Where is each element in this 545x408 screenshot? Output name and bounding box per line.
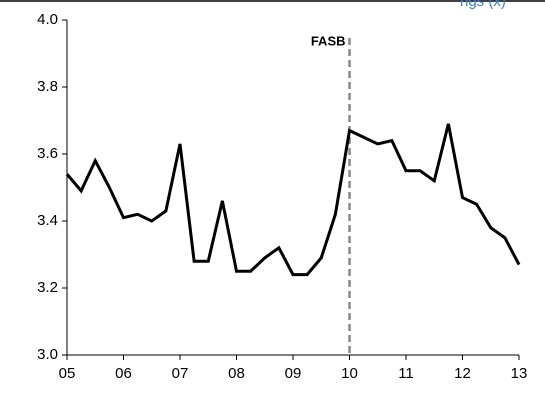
x-tick-label: 11	[398, 365, 414, 382]
chart-title: ngs (x)	[460, 0, 506, 10]
x-tick-label: 13	[511, 365, 528, 382]
x-tick-label: 08	[228, 365, 245, 382]
x-tick-label: 07	[172, 365, 189, 382]
y-tick-label: 3.2	[37, 279, 58, 296]
x-tick-label: 09	[285, 365, 302, 382]
y-tick-label: 4.0	[37, 11, 58, 28]
x-tick-label: 06	[115, 365, 132, 382]
annotation: FASB	[311, 33, 346, 48]
y-tick-label: 3.4	[37, 212, 58, 229]
y-tick-label: 3.6	[37, 145, 58, 162]
y-tick-label: 3.0	[37, 346, 58, 363]
x-tick-label: 05	[59, 365, 76, 382]
x-tick-label: 10	[341, 365, 358, 382]
x-tick-label: 12	[454, 365, 471, 382]
line-series	[65, 123, 521, 277]
y-tick-label: 3.8	[37, 78, 58, 95]
